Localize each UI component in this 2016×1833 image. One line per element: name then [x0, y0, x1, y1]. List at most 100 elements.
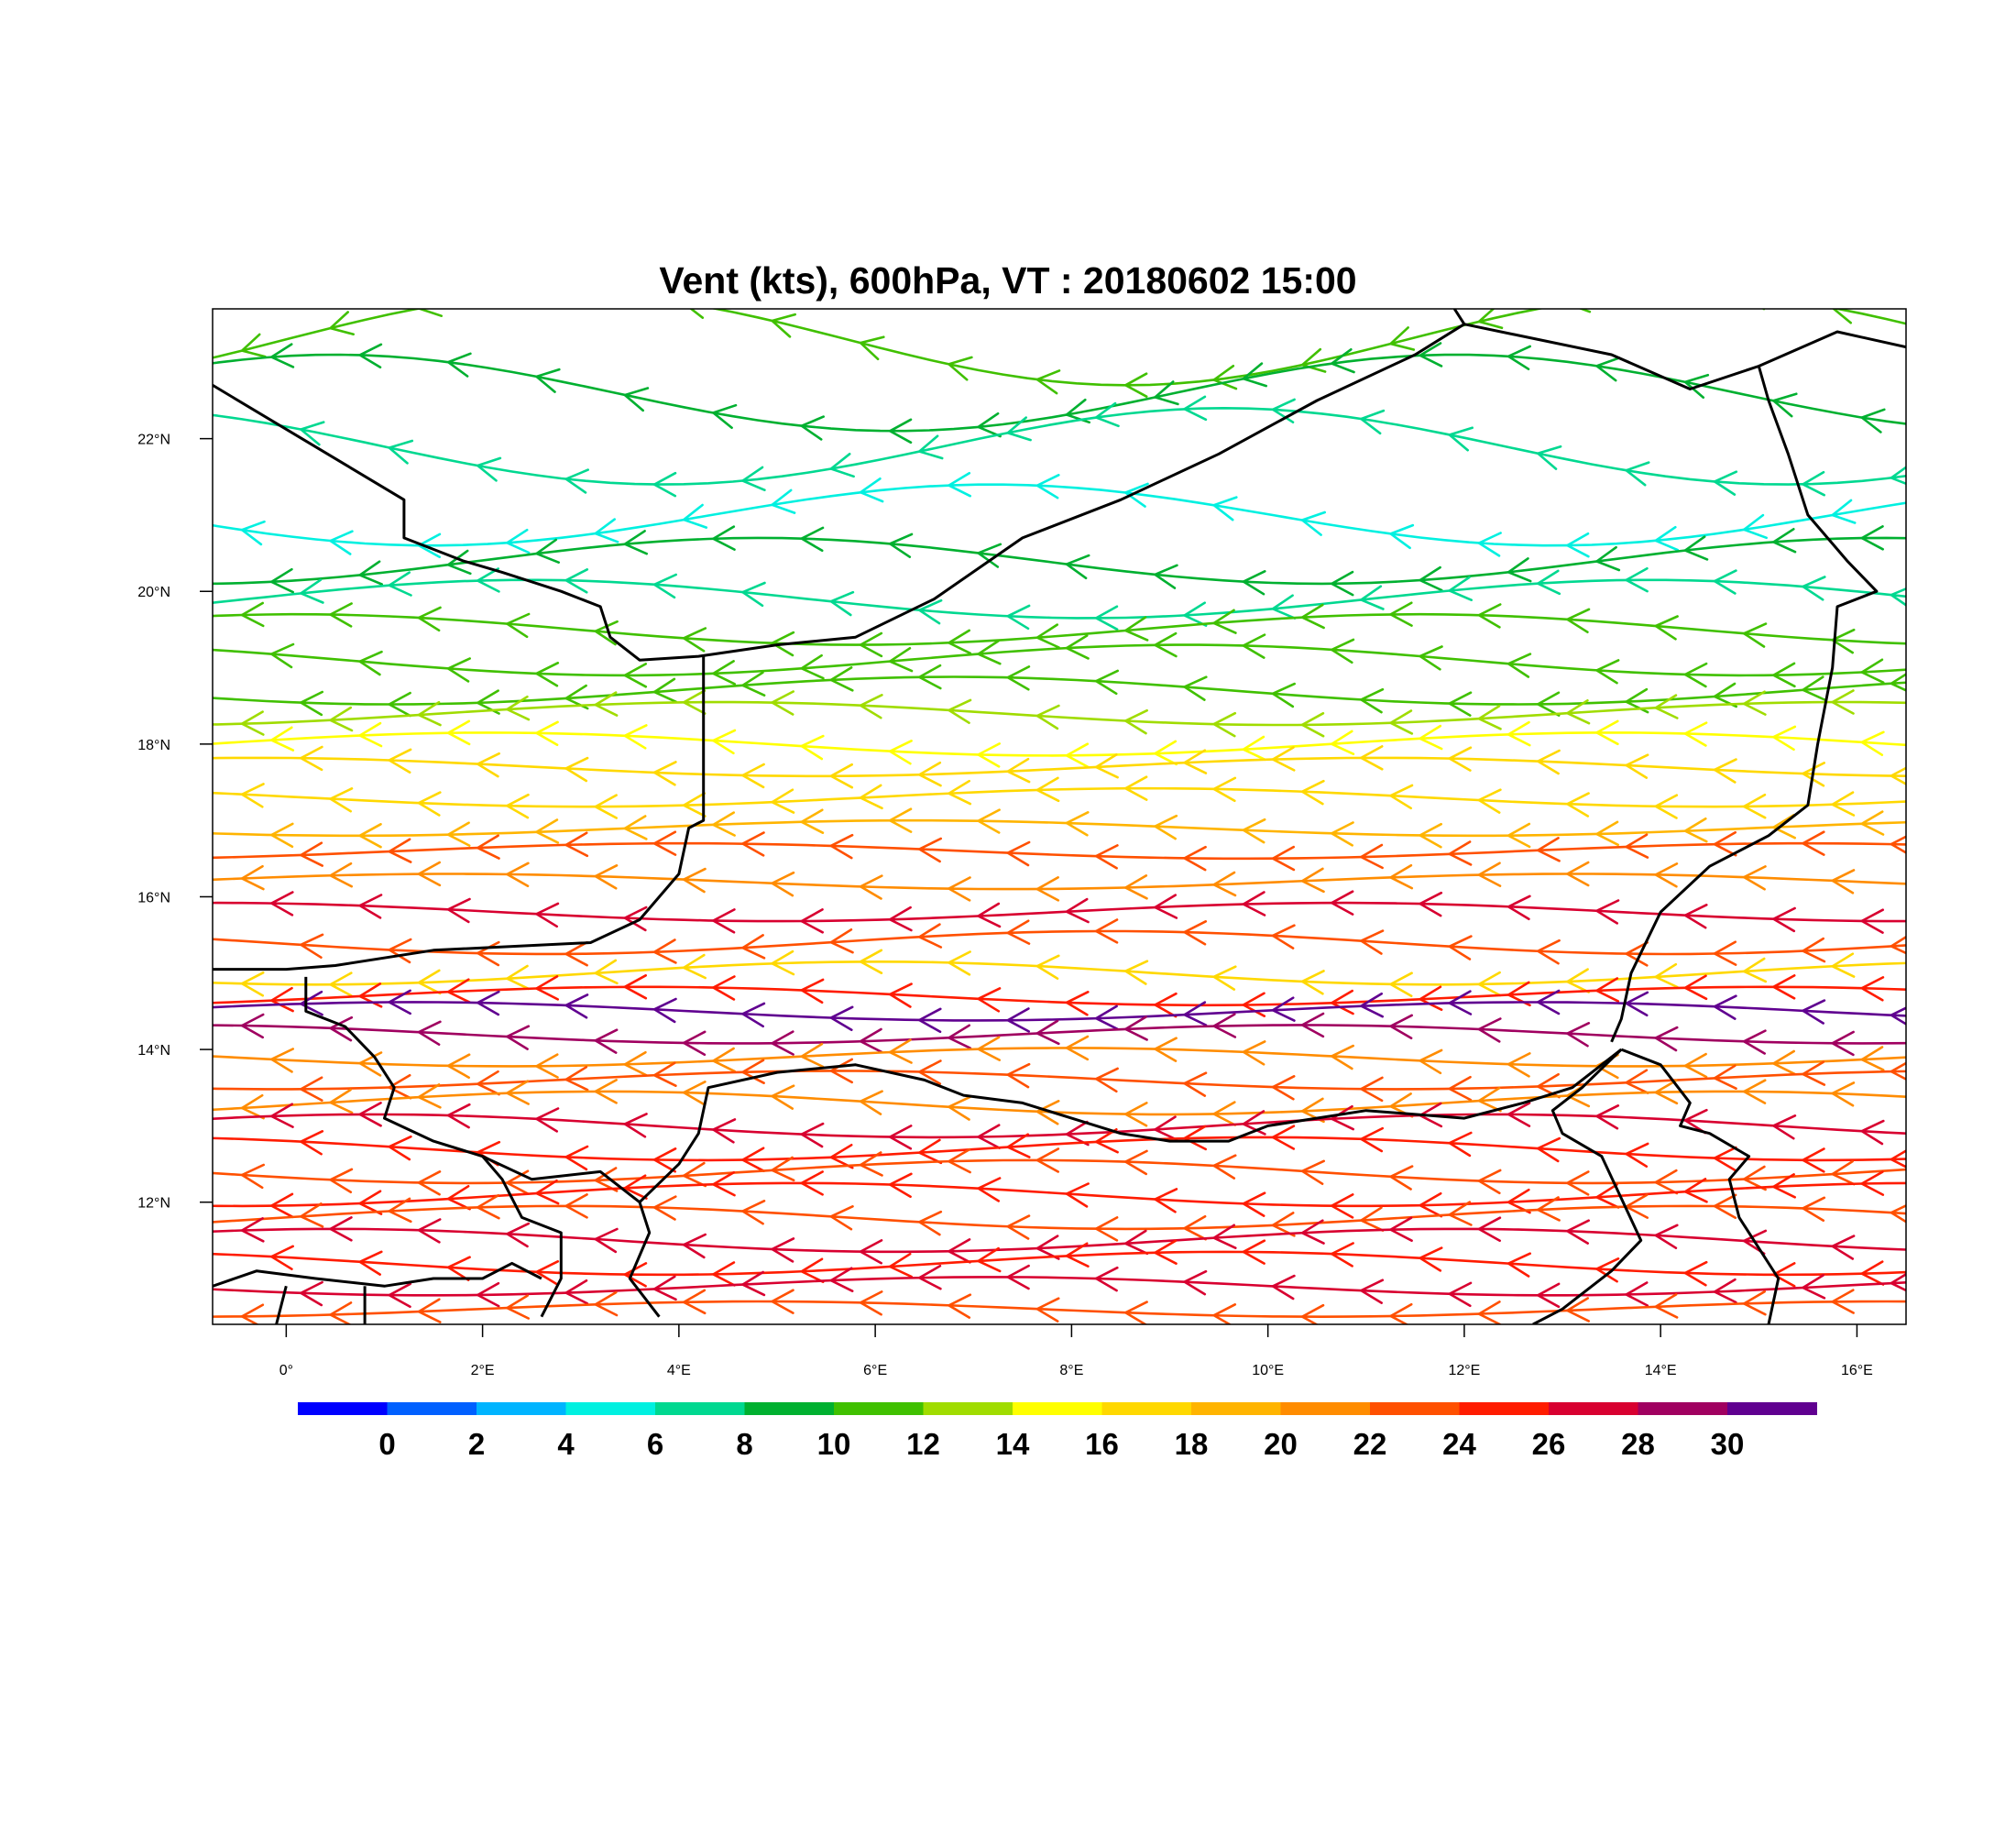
streamline: [213, 406, 1906, 486]
streamline: [213, 818, 1906, 838]
colorbar-swatch: [1549, 1402, 1638, 1415]
flow-arrow: [268, 986, 294, 1013]
flow-arrow: [1035, 1019, 1060, 1046]
flow-arrow: [1535, 445, 1562, 470]
flow-arrow: [1682, 818, 1708, 843]
flow-arrow: [622, 387, 650, 412]
flow-arrow: [916, 1210, 943, 1236]
flow-arrow: [828, 590, 855, 617]
flow-arrow: [710, 1118, 737, 1144]
border-line: [304, 976, 563, 1318]
flow-arrow: [1770, 1173, 1796, 1199]
lat-tick-label: 22°N: [137, 433, 170, 448]
flow-arrow: [268, 726, 295, 752]
flow-arrow: [1181, 1071, 1208, 1097]
flow-arrow: [828, 1144, 854, 1169]
flow-arrow: [1181, 1215, 1207, 1241]
flow-arrow: [475, 940, 500, 967]
flow-arrow: [1211, 496, 1238, 521]
flow-arrow: [475, 990, 500, 1016]
flow-arrow: [1682, 662, 1708, 688]
streamline: [213, 578, 1906, 620]
flow-arrow: [622, 1262, 648, 1288]
flow-arrow: [1712, 1064, 1737, 1090]
flow-arrow: [1741, 1229, 1768, 1256]
flow-arrow: [1123, 960, 1149, 985]
flow-arrow: [1093, 1266, 1119, 1292]
flow-arrow: [1564, 1219, 1590, 1245]
flow-arrow: [1447, 935, 1473, 960]
flow-arrow: [1761, 309, 1766, 311]
flow-arrow: [475, 834, 500, 860]
flow-arrow: [356, 650, 383, 676]
lon-tick-label: 4°E: [667, 1363, 691, 1378]
flow-arrow: [1211, 1013, 1237, 1038]
flow-arrow: [1770, 813, 1796, 840]
flow-arrow: [1241, 891, 1266, 916]
flow-arrow: [1535, 989, 1561, 1015]
flow-arrow: [1682, 1178, 1708, 1203]
flow-arrow: [1123, 482, 1149, 508]
lon-tick-label: 6°E: [863, 1363, 887, 1378]
colorbar-swatch: [1280, 1402, 1371, 1415]
flow-arrow: [416, 1298, 442, 1323]
flow-arrow: [1712, 831, 1737, 857]
flow-arrow: [1741, 957, 1768, 983]
flow-arrow: [445, 1103, 471, 1129]
flow-arrow: [1417, 822, 1442, 849]
flow-arrow: [1329, 989, 1354, 1015]
flow-arrow: [740, 1270, 766, 1297]
streamline: [213, 483, 1906, 547]
flow-arrow: [769, 690, 794, 716]
flow-arrow: [564, 1279, 589, 1305]
flow-arrow: [1299, 867, 1325, 894]
flow-arrow: [1830, 689, 1855, 715]
flow-arrow: [1241, 570, 1266, 596]
flow-arrow: [1211, 965, 1237, 991]
flow-arrow: [622, 530, 648, 555]
flow-arrow: [1005, 1214, 1031, 1240]
flow-arrow: [445, 657, 471, 683]
flow-arrow: [1535, 837, 1561, 862]
flow-arrow: [1564, 1022, 1591, 1048]
flow-arrow: [1741, 1079, 1767, 1104]
flow-arrow: [1829, 1030, 1855, 1057]
flow-arrow: [416, 1218, 442, 1244]
flow-arrow: [1417, 1048, 1443, 1075]
colorbar-swatch: [298, 1402, 388, 1415]
flow-arrow: [1005, 919, 1031, 945]
flow-arrow: [740, 934, 766, 960]
flow-arrow: [1241, 1040, 1266, 1066]
flow-arrow: [769, 1289, 794, 1314]
border-line: [1532, 1048, 1643, 1324]
flow-arrow: [1417, 342, 1443, 368]
flow-arrow: [1329, 730, 1355, 755]
flow-arrow: [239, 1013, 265, 1039]
flow-arrow: [1329, 890, 1354, 916]
flow-arrow: [1358, 1076, 1384, 1103]
flow-arrow: [799, 908, 824, 934]
flow-arrow: [445, 719, 471, 746]
flow-arrow: [533, 902, 560, 928]
flow-arrow: [1387, 601, 1413, 627]
flow-arrow: [475, 752, 500, 778]
flow-arrow: [769, 1084, 795, 1110]
border-line: [1463, 323, 1906, 390]
flow-arrow: [858, 335, 885, 361]
flow-arrow: [1123, 775, 1148, 801]
colorbar-swatch: [1101, 1402, 1192, 1415]
flow-arrow: [710, 403, 738, 429]
colorbar-label: 28: [1621, 1427, 1655, 1461]
streamline: [213, 309, 1906, 387]
flow-arrow: [1476, 971, 1502, 997]
flow-arrow: [1447, 1281, 1473, 1308]
flow-arrow: [1211, 776, 1237, 803]
flow-arrow: [1152, 1239, 1178, 1265]
flow-arrow: [1211, 1154, 1237, 1180]
flow-arrow: [593, 1290, 619, 1317]
flow-arrow: [1005, 604, 1031, 631]
flow-arrow: [681, 1233, 707, 1259]
flow-arrow: [239, 710, 265, 736]
flow-arrow: [327, 1301, 353, 1324]
flow-arrow: [1387, 784, 1414, 810]
